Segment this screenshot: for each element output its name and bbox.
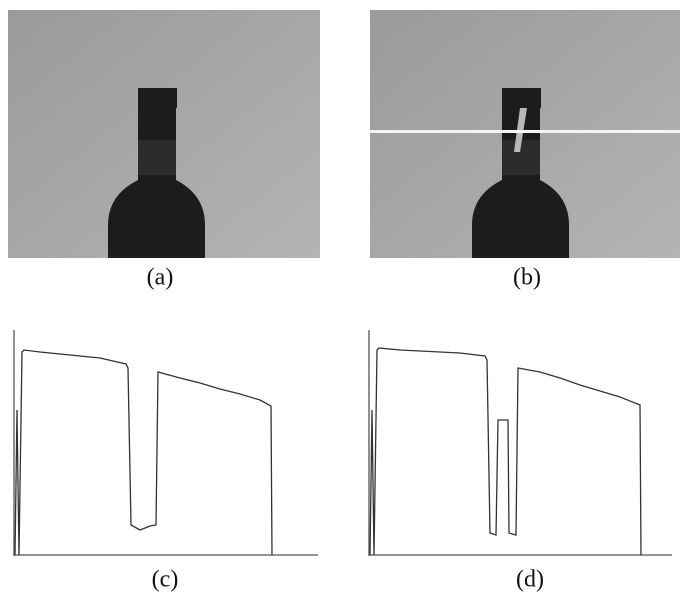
photo-a (8, 10, 320, 258)
caption: (a) (147, 265, 174, 291)
figure: (a) (b) (c) (d) (0, 0, 681, 597)
profile-c (14, 330, 318, 556)
profile-d (369, 330, 672, 556)
caption: (c) (152, 567, 179, 593)
caption: (d) (516, 567, 544, 593)
caption: (b) (513, 265, 541, 291)
photo-b (370, 10, 680, 258)
